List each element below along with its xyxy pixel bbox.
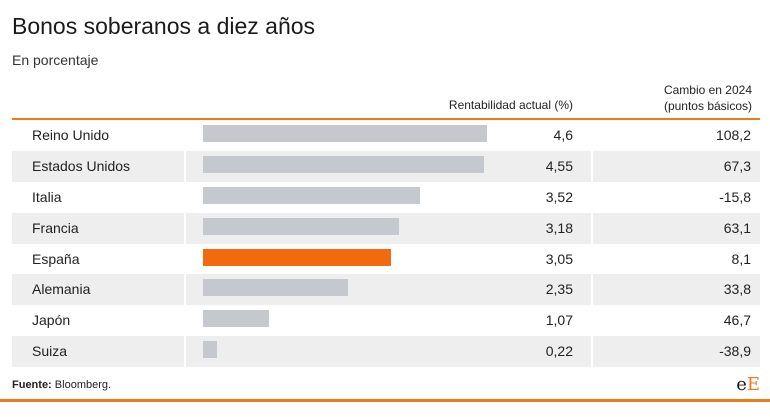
row-country-label: España (32, 250, 80, 267)
source-text: Bloomberg. (54, 379, 112, 391)
row-country-label: Alemania (32, 281, 91, 298)
bar-2 (203, 155, 484, 173)
bar-1 (203, 125, 487, 142)
row-rentabilidad-value: 3,52 (545, 188, 573, 205)
row-rentabilidad-value: 0,22 (545, 343, 573, 360)
logo-e-lower: e (736, 374, 747, 395)
row-cambio-value: 108,2 (715, 127, 751, 143)
header-divider (12, 118, 760, 120)
row-rentabilidad-value: 1,07 (545, 312, 573, 329)
brand-logo: eE (736, 374, 760, 395)
column-header-cambio-line2: (puntos básicos) (663, 99, 752, 113)
bar-6 (203, 279, 349, 297)
logo-e-upper: E (746, 374, 760, 395)
table-row: Estados Unidos 4,55 67,3 (12, 150, 760, 182)
column-header-rentabilidad: Rentabilidad actual (%) (448, 98, 573, 112)
table-row: Japón 1,07 46,7 (12, 305, 760, 336)
chart-title: Bonos soberanos a diez años (12, 13, 316, 39)
row-cambio-value: -38,9 (719, 343, 751, 360)
row-country-label: Reino Unido (32, 127, 110, 143)
row-country-label: Japón (32, 312, 71, 329)
column-separator (591, 212, 593, 244)
chart-subtitle: En porcentaje (12, 52, 99, 68)
row-country-label: Italia (32, 188, 62, 205)
row-rentabilidad-value: 3,18 (545, 219, 573, 236)
table-row: España 3,05 8,1 (12, 244, 760, 275)
column-separator (184, 212, 186, 244)
column-separator (591, 274, 593, 306)
row-cambio-value: 33,8 (723, 281, 751, 298)
column-header-cambio-line1: Cambio en 2024 (663, 83, 752, 97)
source-note: Fuente: Bloomberg. (12, 379, 111, 391)
table-row: Alemania 2,35 33,8 (12, 274, 760, 306)
row-rentabilidad-value: 2,35 (545, 281, 573, 298)
bar-8 (203, 341, 217, 359)
row-cambio-value: 8,1 (731, 250, 751, 267)
row-cambio-value: 46,7 (723, 312, 751, 329)
source-label: Fuente: (12, 379, 52, 391)
row-country-label: Francia (32, 219, 79, 236)
bar-3 (203, 186, 421, 204)
row-cambio-value: 63,1 (723, 219, 751, 236)
column-separator (591, 150, 593, 182)
table-row: Francia 3,18 63,1 (12, 212, 760, 244)
bar-4 (203, 217, 400, 235)
row-rentabilidad-value: 4,6 (553, 127, 573, 143)
row-cambio-value: 67,3 (723, 157, 751, 174)
footer-divider (0, 399, 770, 402)
bar-5 (203, 248, 392, 266)
column-separator (591, 336, 593, 368)
row-cambio-value: -15,8 (719, 188, 751, 205)
row-country-label: Estados Unidos (32, 157, 131, 174)
column-header-cambio: Cambio en 2024 (puntos básicos) (664, 82, 752, 114)
chart-table: Reino Unido 4,6 108,2 Estados Unidos 4,55 67,… (12, 120, 760, 368)
table-row: Reino Unido 4,6 108,2 (12, 120, 760, 151)
column-separator (184, 274, 186, 306)
column-separator (184, 336, 186, 368)
table-row: Suiza 0,22 -38,9 (12, 336, 760, 368)
row-country-label: Suiza (32, 343, 68, 360)
column-separator (184, 150, 186, 182)
bar-7 (203, 310, 270, 328)
row-rentabilidad-value: 4,55 (545, 157, 573, 174)
row-rentabilidad-value: 3,05 (545, 250, 573, 267)
table-row: Italia 3,52 -15,8 (12, 182, 760, 213)
